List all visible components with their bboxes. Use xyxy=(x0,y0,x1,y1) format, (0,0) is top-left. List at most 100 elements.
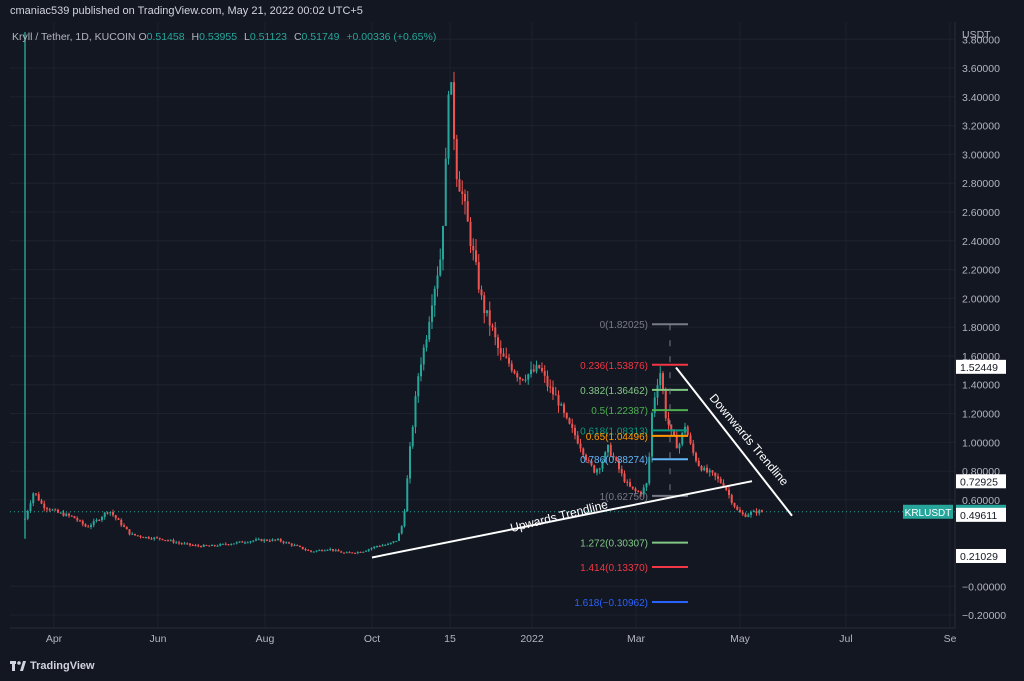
fib-level-label: 0.618(1.08313) xyxy=(580,426,648,437)
candle-body xyxy=(609,444,612,456)
ticker-badge[interactable] xyxy=(903,504,953,519)
candle-body xyxy=(334,549,337,551)
candle-body xyxy=(488,310,491,326)
candle-body xyxy=(593,465,596,473)
candle-body xyxy=(703,467,706,471)
candle-body xyxy=(164,540,167,542)
price-label-box[interactable] xyxy=(956,507,1006,522)
candle-body xyxy=(301,546,304,550)
fib-level-label: 1.272(0.30307) xyxy=(580,539,648,550)
candle-body xyxy=(263,539,266,542)
candle-body xyxy=(546,375,549,387)
candle-body xyxy=(26,511,29,519)
candle-body xyxy=(455,139,458,180)
upwards-trendline[interactable] xyxy=(371,480,753,559)
publisher-bar: cmaniac539 published on TradingView.com,… xyxy=(0,0,1024,22)
candle-body xyxy=(62,512,65,516)
candle-body xyxy=(395,540,398,542)
candle-body xyxy=(180,543,183,545)
x-tick-label: Mar xyxy=(627,633,646,645)
candle-body xyxy=(109,512,112,514)
fib-level-label: 1.414(0.13370) xyxy=(580,563,648,574)
candle-body xyxy=(271,539,274,541)
candle-body xyxy=(711,470,714,473)
candle-body xyxy=(57,509,59,513)
candle-body xyxy=(675,435,678,449)
candle-body xyxy=(246,542,249,544)
candle-body xyxy=(147,537,150,539)
candle-body xyxy=(321,550,323,552)
candle-body xyxy=(307,549,310,551)
candle-body xyxy=(139,535,142,537)
candle-body xyxy=(642,487,645,495)
candle-body xyxy=(563,404,565,413)
candle-body xyxy=(755,510,758,514)
y-tick-label: 1.20000 xyxy=(962,409,1000,421)
y-tick-label: 0.60000 xyxy=(962,495,1000,507)
price-label-box[interactable] xyxy=(956,474,1006,489)
fib-retracement[interactable]: 0(1.82025) 0.236(1.53876) 0.382(1.36462) 0.… xyxy=(574,320,688,609)
change-value: +0.00336 (+0.65%) xyxy=(346,31,437,43)
candle-body xyxy=(156,537,158,539)
candle-body xyxy=(615,457,618,461)
price-label-box[interactable] xyxy=(956,359,1006,374)
candle-body xyxy=(730,495,733,503)
candle-body xyxy=(422,347,425,365)
candle-body xyxy=(719,478,722,483)
candle-body xyxy=(439,259,442,276)
tradingview-logo[interactable]: TradingView xyxy=(10,660,95,672)
candle-body xyxy=(106,512,109,514)
candle-body xyxy=(425,339,428,348)
price-label-text: 0.72925 xyxy=(960,476,998,488)
candle-body xyxy=(359,551,362,553)
candle-body xyxy=(708,470,711,473)
candle-body xyxy=(659,373,662,386)
candle-body xyxy=(125,526,128,530)
y-tick-label: −0.20000 xyxy=(962,610,1006,622)
tradingview-logo-icon xyxy=(10,661,26,671)
y-tick-label: −0.00000 xyxy=(962,581,1006,593)
candle-body xyxy=(491,325,494,328)
price-chart[interactable]: 0(1.82025) 0.236(1.53876) 0.382(1.36462) 0.… xyxy=(0,0,1024,652)
candle-body xyxy=(37,494,40,501)
x-tick-label: Apr xyxy=(46,633,63,645)
candle-body xyxy=(398,533,400,541)
candle-body xyxy=(475,250,477,263)
candle-body xyxy=(186,543,189,545)
y-tick-label: 3.60000 xyxy=(962,63,1000,75)
ohlc-legend: Kryll / Tether, 1D, KUCOIN O0.51458 H0.5… xyxy=(12,31,440,43)
y-tick-label: 3.00000 xyxy=(962,149,1000,161)
candle-body xyxy=(640,491,642,495)
candle-body xyxy=(442,225,444,260)
candle-body xyxy=(326,549,329,551)
candle-body xyxy=(411,426,414,447)
candle-body xyxy=(744,514,747,517)
candle-body xyxy=(76,518,79,521)
downwards-trendline[interactable] xyxy=(675,366,793,517)
candle-body xyxy=(406,478,409,512)
candle-body xyxy=(497,337,499,349)
price-axis[interactable]: 3.80000 3.60000 3.40000 3.20000 3.00000 2.800… xyxy=(903,22,1006,628)
candle-body xyxy=(535,365,538,372)
candle-body xyxy=(257,539,260,541)
footer: TradingView xyxy=(0,652,1024,681)
candle-body xyxy=(560,404,563,406)
candle-body xyxy=(689,435,692,444)
candle-body xyxy=(367,549,370,551)
candle-body xyxy=(612,455,615,458)
candle-body xyxy=(436,275,439,289)
candle-body xyxy=(477,262,480,290)
candle-body xyxy=(365,550,367,552)
time-axis[interactable]: Apr Jun Aug Oct 15 2022 Mar May Jul Se xyxy=(10,627,957,645)
candle-body xyxy=(296,545,299,547)
candle-body xyxy=(81,520,84,525)
candle-body xyxy=(169,540,172,542)
candle-body xyxy=(697,460,700,466)
price-label-box[interactable] xyxy=(956,548,1006,563)
candle-body xyxy=(695,452,697,461)
candle-body xyxy=(725,486,728,490)
candle-body xyxy=(761,510,763,512)
price-label-text: 1.52449 xyxy=(960,362,998,374)
candle-body xyxy=(557,395,560,406)
y-tick-label: 1.00000 xyxy=(962,437,1000,449)
